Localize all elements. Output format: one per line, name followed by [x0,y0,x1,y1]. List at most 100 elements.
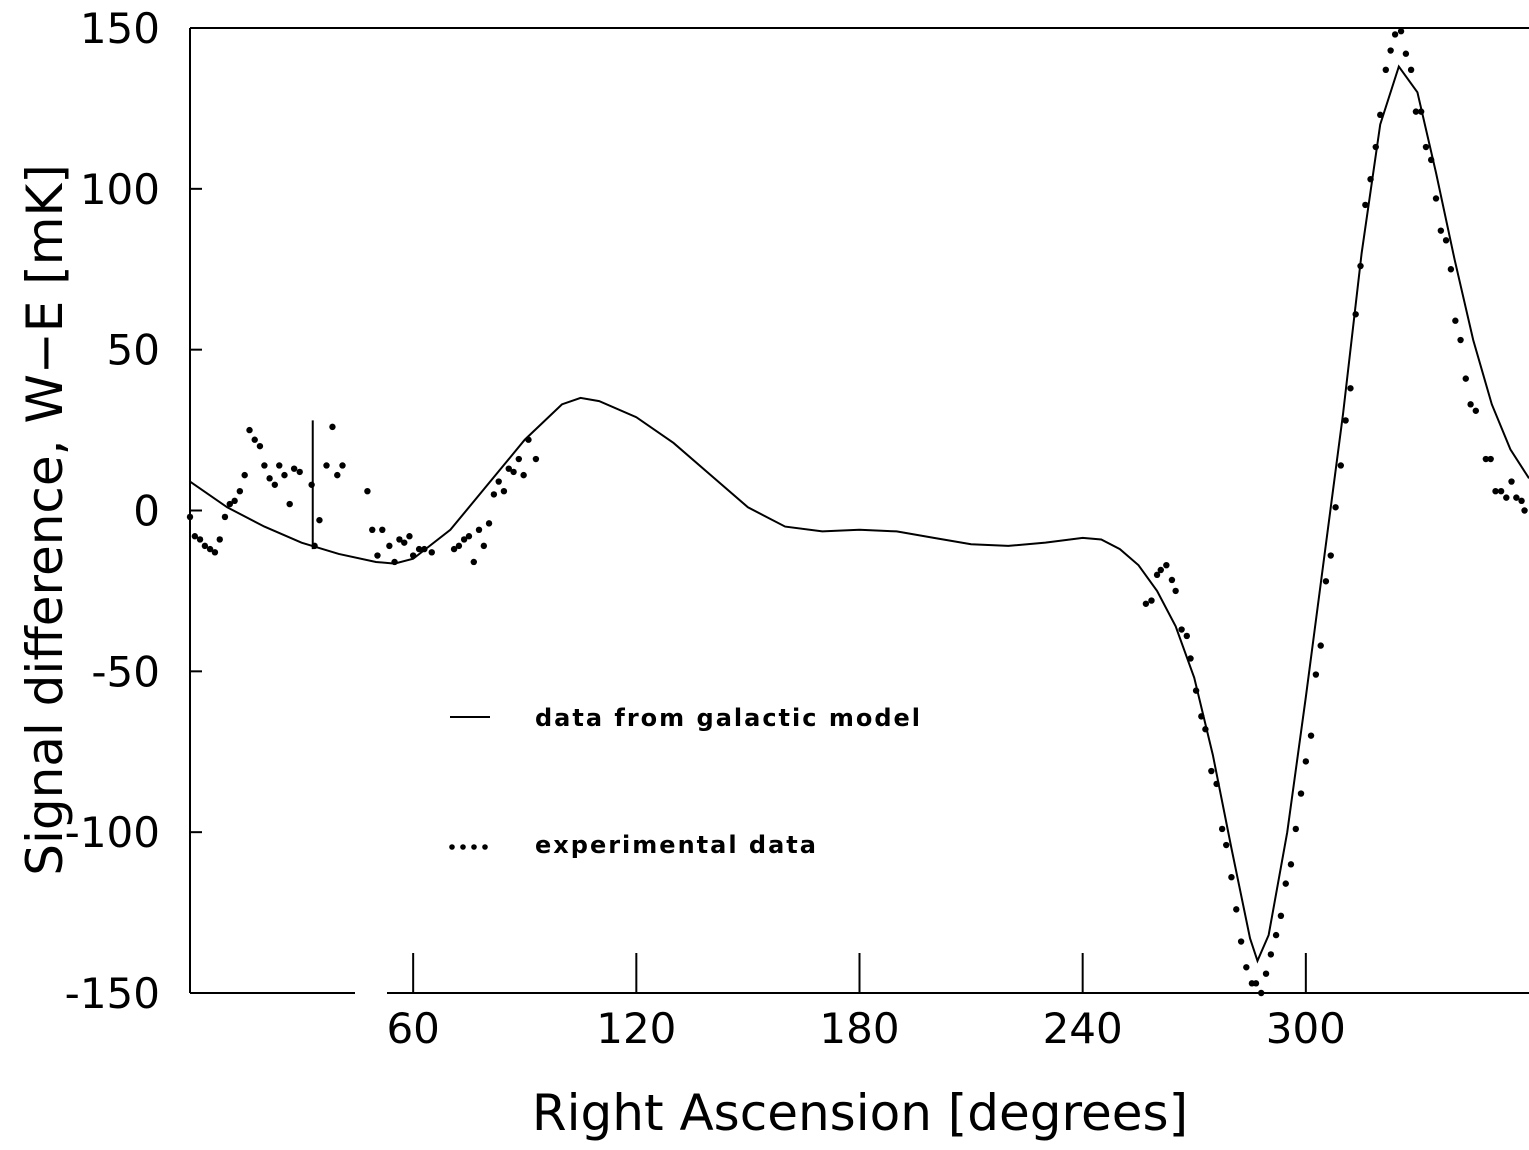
legend-label: data from galactic model [535,704,922,732]
data-point [276,462,283,469]
data-point [1272,931,1280,939]
data-point [455,542,463,550]
data-point [1202,726,1209,733]
x-tick-label: 120 [596,1004,676,1053]
data-point [1442,237,1450,244]
data-point [1287,861,1295,868]
data-point [296,468,303,476]
data-point [221,513,229,521]
data-point [1372,143,1379,151]
data-point [1307,732,1315,739]
data-point [1172,587,1179,595]
data-point [1342,417,1349,424]
data-point [1312,671,1320,678]
data-point [510,468,517,476]
y-tick-label: 100 [80,165,160,214]
data-point [1467,401,1474,408]
data-point [1267,951,1275,958]
data-point [386,542,393,550]
data-point [1391,31,1399,38]
data-point [246,426,253,434]
data-point [450,545,458,553]
data-point [196,536,204,543]
data-point [1322,578,1330,585]
data-point [1153,571,1161,579]
data-point [1397,28,1405,35]
data-point [206,545,214,553]
data-point [201,542,209,550]
data-point [525,436,532,443]
data-point [211,549,219,556]
data-point [475,526,483,533]
y-tick-label: -150 [65,969,160,1018]
y-tick-label: -50 [91,647,160,696]
data-point [308,481,315,488]
data-point [480,542,488,550]
data-point [1487,455,1494,463]
data-point [286,500,293,508]
data-point [1178,626,1185,633]
data-point [256,442,264,450]
data-point [1187,655,1194,662]
data-point [1422,143,1430,151]
data-point [1198,713,1205,720]
data-point [1168,576,1176,584]
data-point [391,558,398,566]
legend-dot [482,844,488,850]
data-point [1482,455,1490,463]
data-point [1357,262,1364,270]
data-point [1277,912,1285,919]
data-point [470,558,477,566]
data-point [1237,938,1245,945]
data-point [1362,201,1369,209]
data-point [1352,311,1359,318]
data-point [236,488,244,495]
data-point [334,471,341,479]
y-tick-label: 150 [80,4,160,53]
data-point [1233,906,1240,913]
data-point [1402,50,1410,57]
y-tick-label: -100 [65,808,160,857]
data-point [1382,66,1390,74]
data-point [1148,597,1155,604]
y-tick-label: 0 [133,487,160,536]
data-point [532,455,540,463]
data-point [515,455,522,463]
data-point [261,462,268,469]
data-point [409,552,417,559]
data-point [1427,156,1435,164]
data-point [374,552,381,559]
data-point [231,497,238,505]
data-point [1457,336,1464,344]
legend-dot [471,844,477,850]
data-point [1432,195,1440,202]
data-point [465,533,473,540]
data-point [1332,504,1339,511]
data-point [1213,780,1220,788]
legend-label: experimental data [535,831,818,859]
data-point [520,471,527,479]
data-point [1258,989,1265,997]
data-point [490,491,498,498]
legend-dot [460,844,466,850]
data-point [1223,841,1230,849]
data-point [406,533,413,540]
data-point [251,436,258,443]
data-point [271,481,279,488]
data-point [1142,600,1150,607]
data-point [1407,66,1415,74]
data-point [1157,566,1164,574]
data-point [1337,462,1344,469]
data-point [290,465,298,472]
data-point [1387,47,1394,54]
x-tick-label: 240 [1043,1004,1123,1053]
data-point [1437,227,1445,234]
y-tick-label: 50 [107,326,160,375]
data-point [1452,317,1459,324]
data-point [1462,375,1469,382]
data-point [1228,874,1235,881]
data-point [266,475,273,482]
data-point [191,533,199,540]
data-point [216,536,223,543]
